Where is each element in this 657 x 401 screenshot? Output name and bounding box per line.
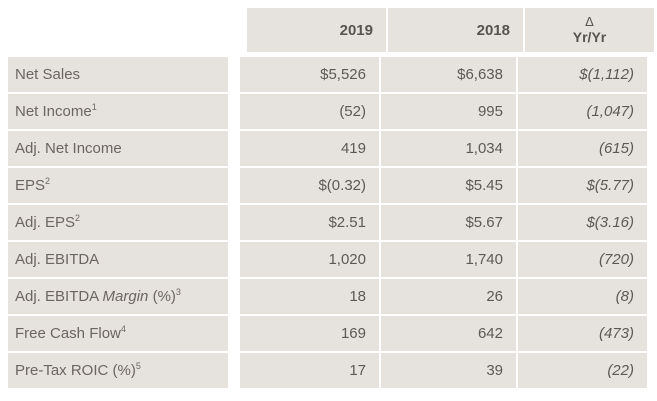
table-row: Free Cash Flow4 169 642 (473) bbox=[8, 316, 657, 351]
column-gutter bbox=[228, 57, 240, 92]
row-label: Free Cash Flow4 bbox=[8, 316, 228, 351]
row-label-suffix: (%) bbox=[148, 288, 176, 305]
column-gutter bbox=[228, 94, 240, 129]
row-label-prefix: Adj. EBITDA bbox=[15, 251, 100, 268]
table-row: Net Income1 (52) 995 (1,047) bbox=[8, 94, 657, 129]
header-corner-blank bbox=[8, 8, 235, 52]
table-row: Net Sales $5,526 $6,638 $(1,112) bbox=[8, 57, 657, 92]
row-label-footnote-sup: 1 bbox=[91, 102, 97, 112]
cell-2018: $5.67 bbox=[381, 205, 516, 240]
cell-delta-yryr: (473) bbox=[518, 316, 647, 351]
table-row: Adj. Net Income 419 1,034 (615) bbox=[8, 131, 657, 166]
cell-2019: $2.51 bbox=[240, 205, 379, 240]
row-label-prefix: Adj. EPS bbox=[15, 214, 76, 231]
delta-yryr-label: Yr/Yr bbox=[572, 29, 607, 46]
row-label-prefix: Free Cash Flow bbox=[15, 325, 121, 342]
row-label-prefix: Adj. EBITDA bbox=[15, 288, 103, 305]
column-gutter bbox=[228, 205, 240, 240]
row-label: Adj. EPS2 bbox=[8, 205, 228, 240]
cell-2018: 39 bbox=[381, 353, 516, 388]
row-label: EPS2 bbox=[8, 168, 228, 203]
cell-2019: 1,020 bbox=[240, 242, 379, 277]
row-label-prefix: Net Income bbox=[15, 103, 92, 120]
cell-2018: 1,034 bbox=[381, 131, 516, 166]
cell-2019: 18 bbox=[240, 279, 379, 314]
cell-delta-yryr: (720) bbox=[518, 242, 647, 277]
row-label: Net Income1 bbox=[8, 94, 228, 129]
cell-2019: 169 bbox=[240, 316, 379, 351]
column-gutter bbox=[228, 353, 240, 388]
column-gutter bbox=[228, 131, 240, 166]
table-row: EPS2 $(0.32) $5.45 $(5.77) bbox=[8, 168, 657, 203]
row-label-footnote-sup: 3 bbox=[175, 287, 181, 297]
cell-2018: 26 bbox=[381, 279, 516, 314]
column-gutter bbox=[228, 279, 240, 314]
row-label-prefix: Pre-Tax ROIC (%) bbox=[15, 362, 136, 379]
column-gutter bbox=[228, 242, 240, 277]
cell-delta-yryr: (22) bbox=[518, 353, 647, 388]
row-label-text: Adj. EPS2 bbox=[15, 213, 81, 232]
column-header-2019: 2019 bbox=[247, 8, 386, 52]
row-label: Net Sales bbox=[8, 57, 228, 92]
cell-delta-yryr: $(1,112) bbox=[518, 57, 647, 92]
cell-2019: $(0.32) bbox=[240, 168, 379, 203]
row-label-prefix: Net Sales bbox=[15, 66, 81, 83]
cell-2018: 995 bbox=[381, 94, 516, 129]
row-label-text: Free Cash Flow4 bbox=[15, 324, 126, 343]
column-gutter bbox=[228, 316, 240, 351]
cell-delta-yryr: (8) bbox=[518, 279, 647, 314]
row-label-text: Adj. EBITDA Margin (%)3 bbox=[15, 287, 181, 306]
row-label-footnote-sup: 5 bbox=[135, 361, 141, 371]
row-label-text: Pre-Tax ROIC (%)5 bbox=[15, 361, 141, 380]
cell-2018: 642 bbox=[381, 316, 516, 351]
cell-2019: (52) bbox=[240, 94, 379, 129]
cell-2018: $5.45 bbox=[381, 168, 516, 203]
row-label-text: Adj. Net Income bbox=[15, 140, 122, 157]
cell-2019: 419 bbox=[240, 131, 379, 166]
table-row: Adj. EBITDA Margin (%)3 18 26 (8) bbox=[8, 279, 657, 314]
cell-2018: 1,740 bbox=[381, 242, 516, 277]
row-label-footnote-sup: 2 bbox=[75, 213, 81, 223]
cell-delta-yryr: (1,047) bbox=[518, 94, 647, 129]
column-header-delta-yryr: Δ Yr/Yr bbox=[525, 8, 654, 52]
column-gutter bbox=[228, 168, 240, 203]
row-label: Adj. EBITDA Margin (%)3 bbox=[8, 279, 228, 314]
delta-symbol: Δ bbox=[585, 13, 594, 29]
cell-2019: $5,526 bbox=[240, 57, 379, 92]
row-label-footnote-sup: 2 bbox=[45, 176, 51, 186]
cell-2019: 17 bbox=[240, 353, 379, 388]
row-label-italic: Margin bbox=[102, 288, 149, 305]
table-header-row: 2019 2018 Δ Yr/Yr bbox=[8, 8, 657, 52]
row-label-footnote-sup: 4 bbox=[120, 324, 126, 334]
row-label-prefix: EPS bbox=[15, 177, 46, 194]
row-label: Pre-Tax ROIC (%)5 bbox=[8, 353, 228, 388]
row-label: Adj. EBITDA bbox=[8, 242, 228, 277]
table-row: Adj. EBITDA 1,020 1,740 (720) bbox=[8, 242, 657, 277]
cell-2018: $6,638 bbox=[381, 57, 516, 92]
table-row: Adj. EPS2 $2.51 $5.67 $(3.16) bbox=[8, 205, 657, 240]
table-row: Pre-Tax ROIC (%)5 17 39 (22) bbox=[8, 353, 657, 388]
cell-delta-yryr: $(5.77) bbox=[518, 168, 647, 203]
row-label-text: Adj. EBITDA bbox=[15, 251, 99, 268]
row-label-text: EPS2 bbox=[15, 176, 51, 195]
table-body: Net Sales $5,526 $6,638 $(1,112) Net Inc… bbox=[8, 57, 657, 388]
column-header-2018: 2018 bbox=[388, 8, 523, 52]
row-label-text: Net Sales bbox=[15, 66, 80, 83]
column-gutter bbox=[235, 8, 247, 52]
row-label-text: Net Income1 bbox=[15, 102, 97, 121]
row-label: Adj. Net Income bbox=[8, 131, 228, 166]
cell-delta-yryr: (615) bbox=[518, 131, 647, 166]
row-label-prefix: Adj. Net Income bbox=[15, 140, 122, 157]
cell-delta-yryr: $(3.16) bbox=[518, 205, 647, 240]
